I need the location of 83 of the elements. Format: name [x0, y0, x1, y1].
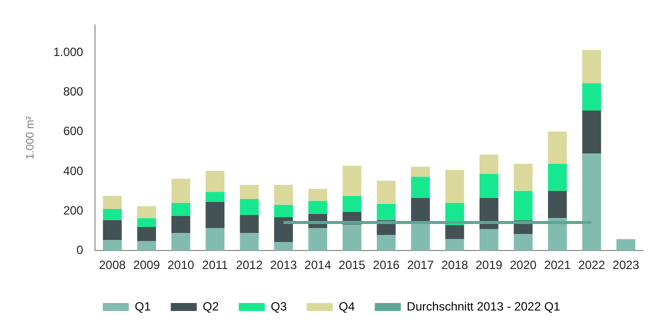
legend-label: Q2: [202, 299, 220, 314]
bar: [514, 234, 533, 251]
bar: [376, 180, 396, 204]
bar: [240, 198, 259, 215]
bar: [548, 131, 567, 164]
bar: [171, 202, 190, 216]
bar: [274, 217, 293, 242]
x-tick-label: 2017: [407, 258, 434, 272]
bar: [548, 164, 567, 191]
x-tick-label: 2015: [338, 258, 366, 272]
bar: [171, 233, 190, 251]
y-axis-title: 1.000 m²: [24, 116, 37, 160]
bar: [582, 110, 602, 154]
bar: [411, 198, 430, 222]
x-tick-label: 2010: [167, 258, 194, 272]
legend-label: Q4: [338, 299, 356, 314]
x-tick-label: 2023: [612, 258, 640, 272]
bar: [480, 229, 498, 251]
bar: [342, 196, 362, 212]
x-tick-label: 2014: [304, 258, 332, 272]
bar: [445, 239, 464, 251]
bar: [411, 176, 430, 198]
bar: [240, 184, 259, 199]
bar: [102, 220, 122, 240]
bar: [445, 170, 464, 203]
x-tick-label: 2022: [578, 258, 606, 272]
x-tick-label: 2018: [441, 258, 468, 272]
bar: [548, 218, 567, 251]
bar: [102, 240, 122, 251]
bar: [206, 170, 224, 192]
bar: [274, 242, 293, 251]
bar: [582, 154, 602, 251]
y-tick-label: 0: [76, 242, 84, 257]
x-tick-label: 2020: [510, 258, 537, 272]
bar: [137, 241, 156, 251]
bar: [171, 178, 190, 203]
y-tick-label: 800: [63, 84, 84, 99]
legend-label: Q3: [270, 299, 288, 314]
bar: [206, 192, 224, 202]
bar: [342, 166, 362, 196]
bar: [274, 204, 293, 218]
bar: [514, 164, 533, 191]
bar: [548, 190, 567, 218]
bar: [240, 214, 259, 234]
x-tick-label: 2011: [202, 258, 228, 272]
bar: [206, 202, 224, 228]
bar: [240, 233, 259, 251]
x-tick-label: 2008: [98, 258, 126, 272]
bar: [376, 204, 396, 220]
bar: [480, 154, 498, 174]
legend-label: Durchschnitt 2013 - 2022 Q1: [406, 299, 561, 314]
bar: [308, 200, 328, 214]
bar: [376, 235, 396, 251]
bar: [582, 50, 602, 84]
bar: [102, 196, 122, 210]
bar: [137, 218, 156, 228]
bar: [480, 174, 498, 198]
legend-label: Q1: [134, 299, 152, 314]
x-tick-label: 2009: [133, 258, 160, 272]
bar: [308, 228, 328, 251]
x-tick-label: 2019: [476, 258, 503, 272]
bar: [102, 209, 122, 220]
bar: [514, 190, 533, 220]
y-tick-label: 1.000: [53, 45, 84, 60]
bar: [616, 239, 636, 251]
bar: [137, 206, 156, 218]
x-tick-label: 2016: [372, 258, 400, 272]
x-tick-label: 2012: [236, 258, 263, 272]
y-tick-label: 600: [63, 124, 84, 138]
x-tick-label: 2013: [270, 258, 298, 272]
bar: [582, 83, 602, 110]
bar: [137, 227, 156, 242]
bar: [308, 188, 328, 201]
bar: [480, 198, 498, 230]
bar: [445, 225, 464, 240]
bar: [342, 224, 362, 251]
x-tick-label: 2021: [544, 258, 572, 272]
bar: [171, 216, 190, 234]
y-tick-label: 400: [63, 164, 84, 178]
bar: [411, 166, 430, 177]
bar: [274, 184, 293, 205]
bar: [206, 228, 224, 251]
y-tick-label: 200: [63, 203, 84, 218]
